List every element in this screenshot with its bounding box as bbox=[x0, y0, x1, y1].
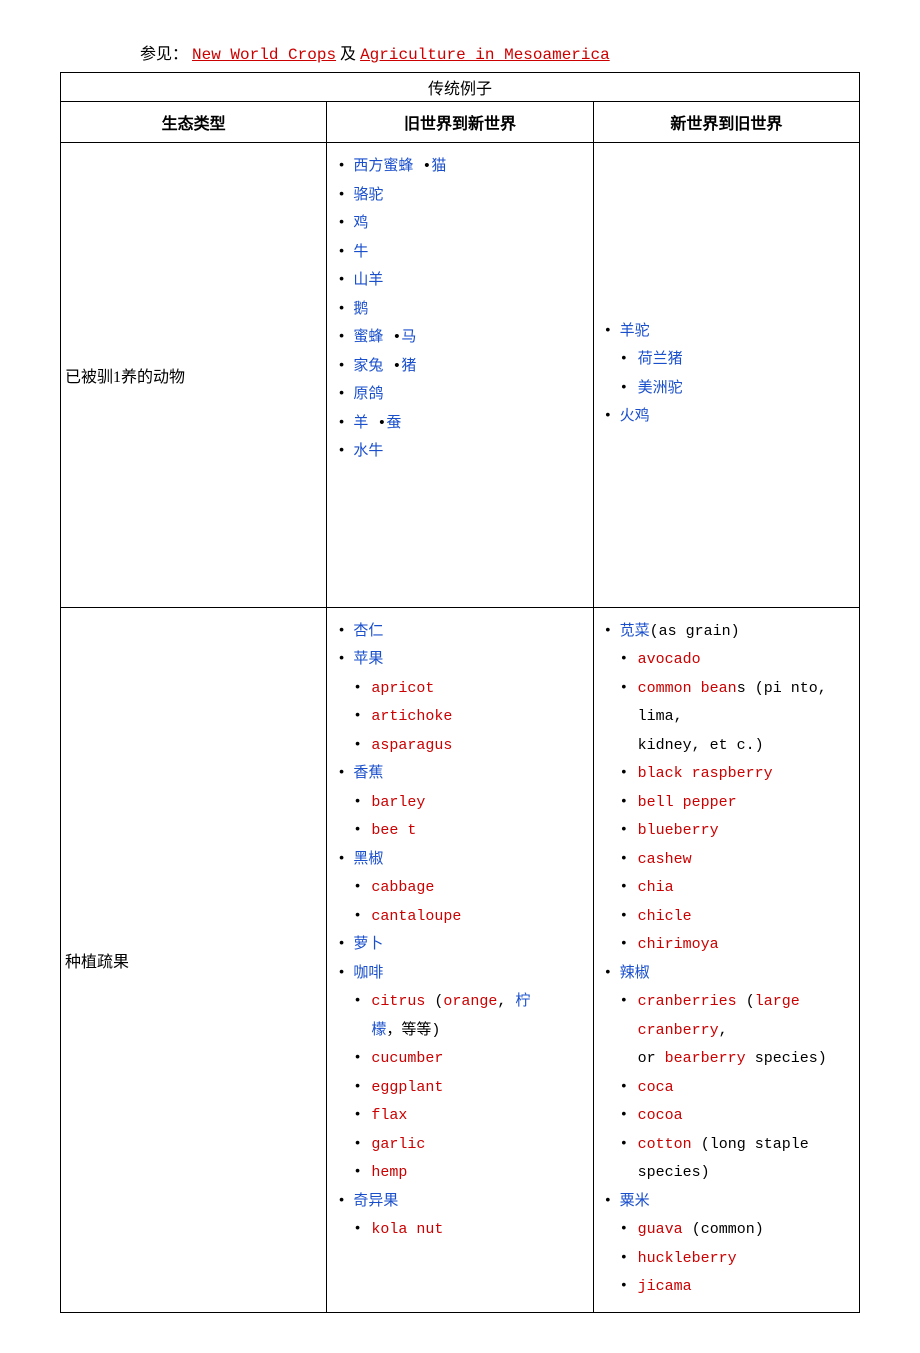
list-item: cocoa bbox=[602, 1102, 851, 1131]
old-to-new-cell: 杏仁苹果apricotartichokeasparagus香蕉barleybee… bbox=[327, 607, 593, 1312]
new-to-old-cell: 苋菜(as grain)avocadocommon beans (pi nto,… bbox=[593, 607, 859, 1312]
list-item: chia bbox=[602, 874, 851, 903]
list-item: bell pepper bbox=[602, 789, 851, 818]
list-item: hemp bbox=[335, 1159, 584, 1188]
list-item: black raspberry bbox=[602, 760, 851, 789]
list-item: 黑椒 bbox=[335, 846, 584, 875]
list-item: kola nut bbox=[335, 1216, 584, 1245]
list-item: or bearberry species) bbox=[602, 1045, 851, 1074]
list-item: 杏仁 bbox=[335, 618, 584, 647]
list-item: 檬，等等) bbox=[335, 1017, 584, 1046]
list-item: 萝卜 bbox=[335, 931, 584, 960]
list-item: 羊驼 bbox=[602, 318, 851, 347]
list-item: 鸡 bbox=[335, 210, 584, 239]
list-item: flax bbox=[335, 1102, 584, 1131]
list-item: cotton (long staple species) bbox=[602, 1131, 851, 1188]
list-item: 鹅 bbox=[335, 296, 584, 325]
list-item: 奇异果 bbox=[335, 1188, 584, 1217]
list-item: citrus (orange, 柠 bbox=[335, 988, 584, 1017]
list-item: 苋菜(as grain) bbox=[602, 618, 851, 647]
list-item: 美洲驼 bbox=[602, 375, 851, 404]
list-item: garlic bbox=[335, 1131, 584, 1160]
see-also-prefix: 参见： bbox=[140, 46, 188, 63]
list-item: jicama bbox=[602, 1273, 851, 1302]
list-item: 原鸽 bbox=[335, 381, 584, 410]
list-item: apricot bbox=[335, 675, 584, 704]
list-item: 家兔 •猪 bbox=[335, 353, 584, 382]
see-also-and: 及 bbox=[340, 46, 360, 63]
list-item: kidney, et c.) bbox=[602, 732, 851, 761]
list-item: artichoke bbox=[335, 703, 584, 732]
type-cell: 已被驯1养的动物 bbox=[61, 143, 327, 608]
list-item: cabbage bbox=[335, 874, 584, 903]
list-item: eggplant bbox=[335, 1074, 584, 1103]
list-item: 粟米 bbox=[602, 1188, 851, 1217]
list-item: blueberry bbox=[602, 817, 851, 846]
list-item: chirimoya bbox=[602, 931, 851, 960]
list-item: 蜜蜂 •马 bbox=[335, 324, 584, 353]
header-type: 生态类型 bbox=[61, 102, 327, 143]
list-item: 火鸡 bbox=[602, 403, 851, 432]
list-item: cashew bbox=[602, 846, 851, 875]
link-new-world-crops[interactable]: New World Crops bbox=[192, 46, 336, 64]
old-to-new-cell: 西方蜜蜂 •猫骆驼鸡牛山羊鹅蜜蜂 •马家兔 •猪原鸽羊 •蚕水牛 bbox=[327, 143, 593, 608]
list-item: 骆驼 bbox=[335, 182, 584, 211]
list-item: cranberries (large cranberry, bbox=[602, 988, 851, 1045]
list-item: coca bbox=[602, 1074, 851, 1103]
list-item: 水牛 bbox=[335, 438, 584, 467]
list-item: asparagus bbox=[335, 732, 584, 761]
new-to-old-cell: 羊驼荷兰猪美洲驼火鸡 bbox=[593, 143, 859, 608]
list-item: bee t bbox=[335, 817, 584, 846]
list-item: chicle bbox=[602, 903, 851, 932]
list-item: huckleberry bbox=[602, 1245, 851, 1274]
exchange-table: 传统例子 生态类型 旧世界到新世界 新世界到旧世界 已被驯1养的动物西方蜜蜂 •… bbox=[60, 72, 860, 1313]
header-old-to-new: 旧世界到新世界 bbox=[327, 102, 593, 143]
list-item: guava (common) bbox=[602, 1216, 851, 1245]
list-item: 苹果 bbox=[335, 646, 584, 675]
list-item: 辣椒 bbox=[602, 960, 851, 989]
list-item: 香蕉 bbox=[335, 760, 584, 789]
list-item: 咖啡 bbox=[335, 960, 584, 989]
link-agriculture-mesoamerica[interactable]: Agriculture in Mesoamerica bbox=[360, 46, 610, 64]
list-item: common beans (pi nto, lima, bbox=[602, 675, 851, 732]
list-item: avocado bbox=[602, 646, 851, 675]
list-item: 山羊 bbox=[335, 267, 584, 296]
header-new-to-old: 新世界到旧世界 bbox=[593, 102, 859, 143]
list-item: cantaloupe bbox=[335, 903, 584, 932]
list-item: 羊 •蚕 bbox=[335, 410, 584, 439]
list-item: 牛 bbox=[335, 239, 584, 268]
list-item: cucumber bbox=[335, 1045, 584, 1074]
see-also-line: 参见： New World Crops 及 Agriculture in Mes… bbox=[140, 40, 860, 64]
table-caption: 传统例子 bbox=[61, 73, 860, 102]
type-cell: 种植疏果 bbox=[61, 607, 327, 1312]
list-item: 荷兰猪 bbox=[602, 346, 851, 375]
list-item: 西方蜜蜂 •猫 bbox=[335, 153, 584, 182]
list-item: barley bbox=[335, 789, 584, 818]
